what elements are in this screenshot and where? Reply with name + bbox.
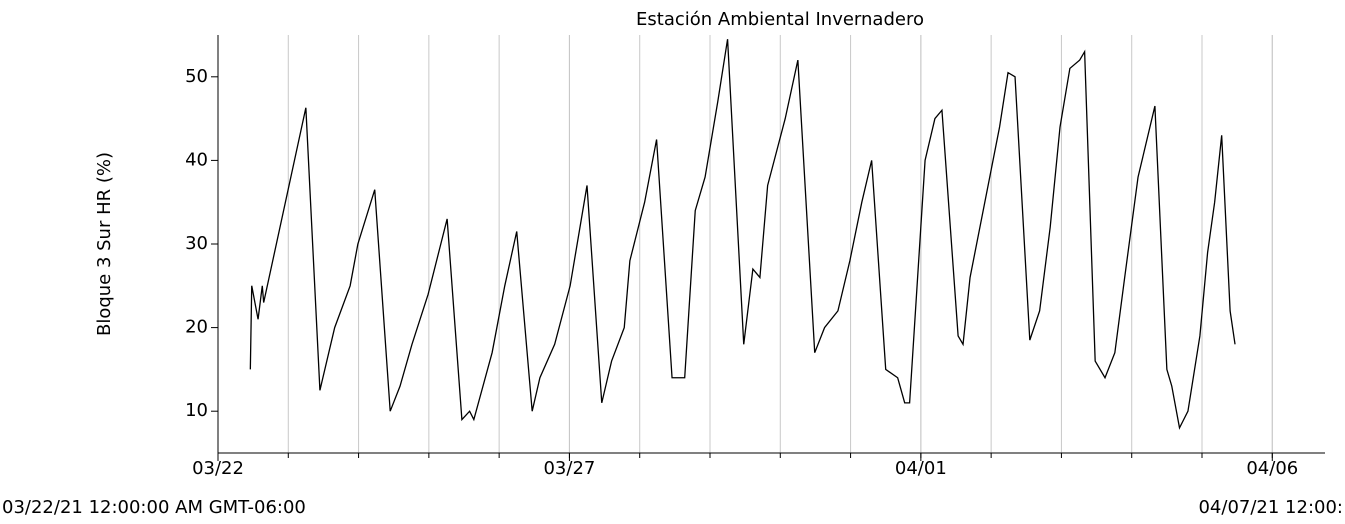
y-tick-label: 30	[185, 233, 208, 254]
y-tick-label: 50	[185, 66, 208, 87]
x-tick-label: 03/22	[192, 458, 244, 479]
y-tick-label: 10	[185, 400, 208, 421]
x-tick-label: 04/01	[895, 458, 947, 479]
chart-title: Estación Ambiental Invernadero	[636, 9, 924, 30]
x-tick-label: 03/27	[543, 458, 595, 479]
range-end-label: 04/07/21 12:00:	[1198, 497, 1343, 518]
data-line	[249, 39, 1236, 430]
x-tick-label: 04/06	[1246, 458, 1298, 479]
y-tick-label: 20	[185, 317, 208, 338]
range-start-label: 03/22/21 12:00:00 AM GMT-06:00	[2, 497, 306, 518]
y-tick-label: 40	[185, 149, 208, 170]
y-axis-label: Bloque 3 Sur HR (%)	[94, 152, 115, 336]
